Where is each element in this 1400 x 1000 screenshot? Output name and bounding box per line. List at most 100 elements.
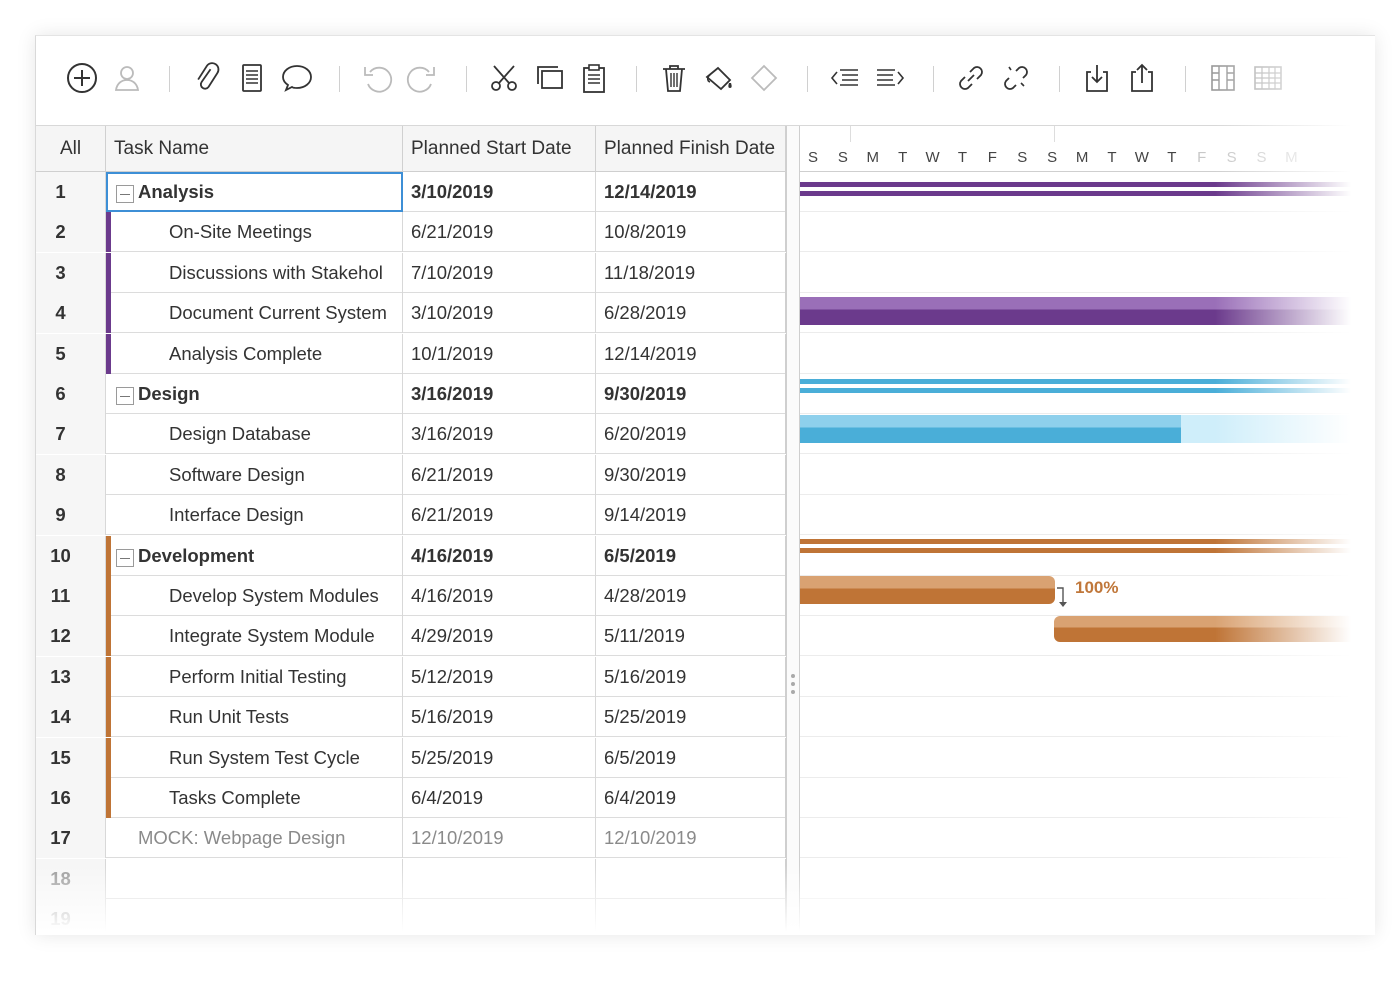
planned-start-cell[interactable]: 3/16/2019 — [403, 414, 596, 455]
table-row[interactable]: 2 On-Site Meetings 6/21/2019 10/8/2019 — [36, 212, 786, 253]
planned-finish-cell[interactable]: 6/5/2019 — [596, 737, 786, 778]
planned-start-cell[interactable]: 4/16/2019 — [403, 576, 596, 616]
summary-bar-analysis[interactable] — [800, 182, 1360, 196]
paste-icon[interactable] — [576, 60, 612, 96]
task-name-cell[interactable]: Discussions with Stakehol — [106, 252, 403, 293]
table-row[interactable]: 13 Perform Initial Testing 5/12/2019 5/16/2… — [36, 656, 786, 697]
paint-bucket-icon[interactable] — [701, 60, 737, 96]
task-name-cell[interactable]: Analysis Complete — [106, 333, 403, 374]
table-row[interactable]: 11 Develop System Modules 4/16/2019 4/28/20… — [36, 576, 786, 616]
redo-icon[interactable] — [404, 60, 440, 96]
task-name-cell[interactable]: Document Current System — [106, 293, 403, 334]
row-number[interactable]: 18 — [36, 858, 106, 899]
table-row[interactable]: 1 Analysis 3/10/2019 12/14/2019 — [36, 172, 786, 212]
header-task-name[interactable]: Task Name — [106, 126, 403, 172]
notes-icon[interactable] — [234, 60, 270, 96]
planned-finish-cell[interactable]: 10/8/2019 — [596, 212, 786, 253]
table-row[interactable]: 3 Discussions with Stakehol 7/10/2019 11/18… — [36, 252, 786, 293]
planned-finish-cell[interactable]: 12/14/2019 — [596, 172, 786, 212]
task-bar-integrate-system-modules[interactable] — [1054, 616, 1374, 643]
table-row[interactable]: 15 Run System Test Cycle 5/25/2019 6/5/2019 — [36, 737, 786, 778]
delete-icon[interactable] — [656, 60, 692, 96]
planned-start-cell[interactable] — [403, 899, 596, 935]
attachment-icon[interactable] — [189, 60, 225, 96]
summary-bar-design[interactable] — [800, 379, 1360, 393]
collapse-toggle-icon[interactable] — [116, 185, 134, 203]
planned-start-cell[interactable]: 12/10/2019 — [403, 818, 596, 859]
planned-finish-cell[interactable]: 5/25/2019 — [596, 697, 786, 738]
planned-finish-cell[interactable]: 4/28/2019 — [596, 576, 786, 616]
planned-finish-cell[interactable]: 6/20/2019 — [596, 414, 786, 455]
row-number[interactable]: 19 — [36, 899, 106, 935]
collapse-toggle-icon[interactable] — [116, 387, 134, 405]
import-icon[interactable] — [1079, 60, 1115, 96]
row-number[interactable]: 8 — [36, 454, 106, 495]
table-row[interactable]: 7 Design Database 3/16/2019 6/20/2019 — [36, 414, 786, 455]
planned-finish-cell[interactable] — [596, 899, 786, 935]
export-icon[interactable] — [1124, 60, 1160, 96]
table-row[interactable]: 8 Software Design 6/21/2019 9/30/2019 — [36, 454, 786, 495]
collapse-toggle-icon[interactable] — [116, 548, 134, 567]
task-bar-develop-system-modules[interactable] — [800, 576, 1055, 604]
row-number[interactable]: 7 — [36, 414, 106, 455]
row-number[interactable]: 5 — [36, 333, 106, 374]
undo-icon[interactable] — [359, 60, 395, 96]
planned-finish-cell[interactable]: 5/16/2019 — [596, 656, 786, 697]
task-name-cell[interactable]: Tasks Complete — [106, 778, 403, 818]
header-planned-start[interactable]: Planned Start Date — [403, 126, 596, 172]
pane-splitter[interactable] — [786, 126, 800, 935]
planned-start-cell[interactable]: 4/29/2019 — [403, 616, 596, 657]
planned-finish-cell[interactable]: 9/14/2019 — [596, 495, 786, 536]
row-number[interactable]: 9 — [36, 495, 106, 536]
row-number[interactable]: 17 — [36, 818, 106, 859]
row-number[interactable]: 13 — [36, 656, 106, 697]
task-name-cell[interactable]: Analysis — [106, 172, 403, 212]
row-number[interactable]: 4 — [36, 293, 106, 334]
milestone-icon[interactable] — [746, 60, 782, 96]
planned-finish-cell[interactable]: 5/11/2019 — [596, 616, 786, 657]
link-icon[interactable] — [953, 60, 989, 96]
grid-icon[interactable] — [1250, 60, 1286, 96]
table-row[interactable]: 10 Development 4/16/2019 6/5/2019 — [36, 535, 786, 576]
header-all[interactable]: All — [36, 126, 106, 172]
table-row[interactable]: 6 Design 3/16/2019 9/30/2019 — [36, 374, 786, 414]
task-name-cell[interactable]: Perform Initial Testing — [106, 656, 403, 697]
row-number[interactable]: 12 — [36, 616, 106, 657]
row-number[interactable]: 6 — [36, 374, 106, 414]
unlink-icon[interactable] — [998, 60, 1034, 96]
planned-finish-cell[interactable]: 11/18/2019 — [596, 252, 786, 293]
row-number[interactable]: 16 — [36, 778, 106, 818]
table-row[interactable]: 12 Integrate System Module 4/29/2019 5/11/2… — [36, 616, 786, 657]
task-name-cell[interactable]: Design — [106, 374, 403, 414]
row-number[interactable]: 10 — [36, 535, 106, 576]
planned-finish-cell[interactable]: 6/5/2019 — [596, 535, 786, 576]
planned-start-cell[interactable]: 6/4/2019 — [403, 778, 596, 818]
row-number[interactable]: 11 — [36, 576, 106, 616]
task-name-cell[interactable]: Run Unit Tests — [106, 697, 403, 738]
planned-start-cell[interactable]: 10/1/2019 — [403, 333, 596, 374]
task-name-cell[interactable]: Interface Design — [106, 495, 403, 536]
copy-icon[interactable] — [531, 60, 567, 96]
planned-start-cell[interactable]: 3/10/2019 — [403, 172, 596, 212]
planned-start-cell[interactable]: 3/16/2019 — [403, 374, 596, 414]
columns-icon[interactable] — [1205, 60, 1241, 96]
table-row[interactable]: 17 MOCK: Webpage Design 12/10/2019 12/10/20… — [36, 818, 786, 859]
task-name-cell[interactable] — [106, 899, 403, 935]
comment-icon[interactable] — [279, 60, 315, 96]
table-row[interactable]: 9 Interface Design 6/21/2019 9/14/2019 — [36, 495, 786, 536]
task-name-cell[interactable]: On-Site Meetings — [106, 212, 403, 253]
header-planned-finish[interactable]: Planned Finish Date — [596, 126, 786, 172]
summary-bar-development[interactable] — [800, 538, 1360, 553]
planned-start-cell[interactable]: 5/12/2019 — [403, 656, 596, 697]
row-number[interactable]: 1 — [36, 172, 106, 212]
planned-finish-cell[interactable]: 12/10/2019 — [596, 818, 786, 859]
task-bar-design-database[interactable] — [800, 415, 1360, 444]
table-row[interactable]: 14 Run Unit Tests 5/16/2019 5/25/2019 — [36, 697, 786, 738]
task-name-cell[interactable] — [106, 858, 403, 899]
planned-start-cell[interactable]: 7/10/2019 — [403, 252, 596, 293]
task-name-cell[interactable]: MOCK: Webpage Design — [106, 818, 403, 859]
task-name-cell[interactable]: Development — [106, 535, 403, 576]
row-number[interactable]: 2 — [36, 212, 106, 253]
row-number[interactable]: 14 — [36, 697, 106, 738]
planned-start-cell[interactable]: 6/21/2019 — [403, 212, 596, 253]
